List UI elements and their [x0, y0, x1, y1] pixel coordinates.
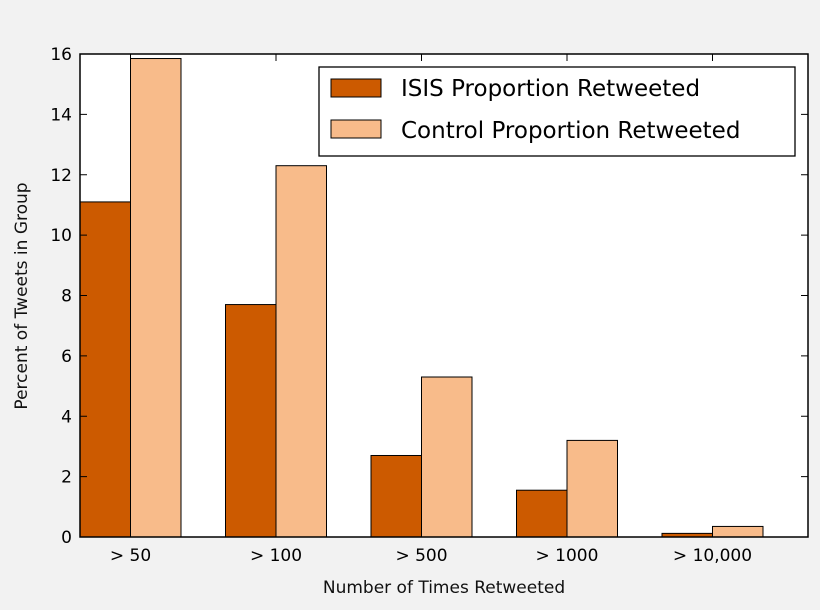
bar-isis-0 [79, 201, 131, 538]
y-tick-label: 12 [50, 166, 72, 186]
y-tick-label: 10 [50, 226, 72, 246]
legend-label-isis: ISIS Proportion Retweeted [401, 76, 700, 102]
x-tick-label: > 1000 [536, 546, 599, 566]
bar-control-4 [712, 525, 764, 538]
y-tick-label: 2 [61, 468, 72, 488]
legend: ISIS Proportion Retweeted Control Propor… [318, 66, 796, 157]
bar-isis-3 [516, 489, 568, 538]
x-tick-label: > 10,000 [673, 546, 752, 566]
x-tick-label: > 50 [110, 546, 151, 566]
bar-control-3 [566, 439, 618, 538]
x-tick-label: > 500 [395, 546, 447, 566]
y-tick-label: 14 [50, 105, 72, 125]
y-axis-ticks: 0 2 4 6 8 10 12 14 16 [50, 45, 808, 548]
legend-swatch-isis [330, 78, 382, 98]
y-axis-title: Percent of Tweets in Group [12, 182, 32, 409]
x-tick-label: > 100 [250, 546, 302, 566]
x-axis-title: Number of Times Retweeted [323, 578, 565, 598]
legend-label-control: Control Proportion Retweeted [401, 118, 740, 144]
bar-isis-2 [370, 454, 422, 538]
y-tick-label: 0 [61, 528, 72, 548]
x-axis-ticks: > 50 > 100 > 500 > 1000 > 10,000 [110, 54, 752, 566]
legend-swatch-control [330, 119, 382, 139]
bar-control-0 [130, 58, 182, 538]
y-tick-label: 8 [61, 287, 72, 307]
legend-box [318, 66, 796, 157]
bar-isis-1 [225, 304, 277, 538]
plot-frame [79, 53, 809, 538]
y-tick-label: 16 [50, 45, 72, 65]
y-tick-label: 4 [61, 407, 72, 427]
y-tick-label: 6 [61, 347, 72, 367]
bar-control-1 [275, 165, 327, 538]
bar-control-2 [421, 376, 473, 538]
bars-group [79, 58, 764, 538]
